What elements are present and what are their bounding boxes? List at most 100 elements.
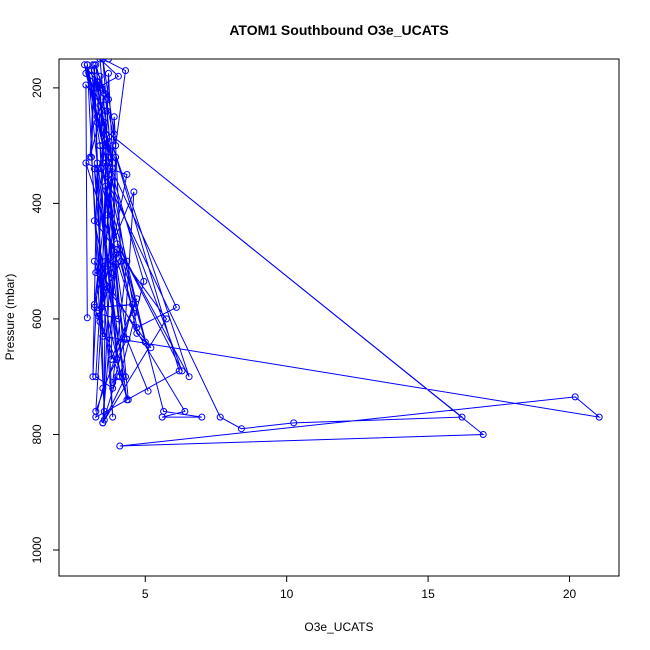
data-point [113, 240, 121, 248]
data-point [83, 314, 91, 322]
y-tick-label: 800 [30, 424, 44, 444]
data-point [216, 413, 224, 421]
data-point [133, 329, 141, 337]
series-line [84, 59, 601, 447]
data-point [90, 301, 98, 308]
data-point [105, 171, 112, 178]
data-point [100, 119, 108, 126]
data-point [99, 384, 107, 392]
data-point [114, 72, 122, 80]
data-point [133, 295, 141, 303]
data-point [116, 442, 124, 450]
y-axis-label: Pressure (mbar) [3, 274, 17, 361]
y-tick-label: 400 [30, 193, 44, 213]
y-axis: 200 400 600 800 1000 [30, 78, 60, 563]
data-point [571, 393, 579, 401]
data-point [82, 159, 90, 167]
data-point [113, 373, 121, 381]
data-point [89, 61, 97, 69]
data-point [141, 338, 149, 346]
data-point [116, 246, 124, 254]
data-point [105, 59, 112, 63]
data-point [82, 81, 90, 89]
data-point [102, 95, 110, 103]
data-point [114, 315, 122, 323]
data-point [198, 413, 206, 421]
data-point [178, 367, 186, 375]
data-point [100, 407, 108, 415]
data-point [96, 101, 104, 109]
series-points [81, 59, 603, 450]
x-tick-label: 5 [142, 587, 149, 601]
data-point [109, 379, 117, 386]
data-point [89, 373, 97, 381]
plot-frame [58, 58, 620, 577]
data-point [172, 303, 180, 311]
data-point [130, 188, 138, 196]
data-point [86, 153, 94, 161]
data-point [144, 387, 152, 395]
data-point [93, 84, 101, 92]
data-point [123, 257, 131, 265]
data-point [90, 257, 98, 265]
data-point [113, 355, 121, 363]
data-point [92, 269, 100, 277]
data-point [123, 396, 131, 404]
data-point [99, 142, 107, 150]
chart-title: ATOM1 Southbound O3e_UCATS [229, 22, 448, 38]
data-point [123, 335, 131, 343]
data-point [181, 407, 189, 415]
data-point [103, 211, 111, 219]
data-point [81, 61, 88, 69]
data-point [123, 171, 131, 178]
data-point [103, 107, 111, 115]
data-point [107, 153, 115, 161]
data-point [96, 59, 104, 63]
data-point [92, 61, 100, 69]
data-point [102, 142, 110, 150]
data-point [109, 165, 117, 173]
data-point [479, 431, 487, 438]
data-point [160, 407, 168, 415]
y-tick-label: 1000 [30, 536, 44, 563]
data-point [90, 303, 98, 311]
data-point [102, 257, 110, 265]
data-point [99, 419, 107, 427]
data-point [147, 344, 155, 352]
data-point [90, 217, 98, 225]
data-point [595, 413, 603, 421]
data-point [458, 413, 466, 421]
data-point [102, 130, 110, 138]
data-point [129, 301, 136, 308]
data-point [163, 315, 170, 323]
data-point [140, 277, 148, 285]
data-point [120, 335, 128, 343]
x-tick-label: 20 [563, 587, 577, 601]
x-axis: 5 10 15 20 [142, 575, 577, 601]
data-point [107, 269, 115, 277]
data-point [112, 153, 120, 161]
data-point [122, 67, 129, 75]
data-point [93, 113, 101, 121]
data-point [96, 72, 104, 80]
data-point [90, 165, 98, 173]
data-point [110, 113, 118, 121]
data-point [290, 419, 298, 427]
y-tick-label: 600 [30, 309, 44, 329]
data-point [105, 69, 112, 77]
data-point [237, 425, 245, 433]
data-point [112, 142, 120, 150]
y-tick-label: 200 [30, 78, 44, 98]
data-point [99, 59, 107, 63]
series-lines [84, 59, 601, 447]
x-tick-label: 15 [421, 587, 435, 601]
data-point [99, 159, 107, 167]
data-point [93, 309, 101, 317]
data-point [109, 142, 117, 150]
x-axis-label: O3e_UCATS [304, 620, 373, 634]
data-point [112, 260, 120, 268]
data-point [105, 153, 112, 161]
data-point [105, 95, 112, 103]
data-point [130, 309, 138, 317]
